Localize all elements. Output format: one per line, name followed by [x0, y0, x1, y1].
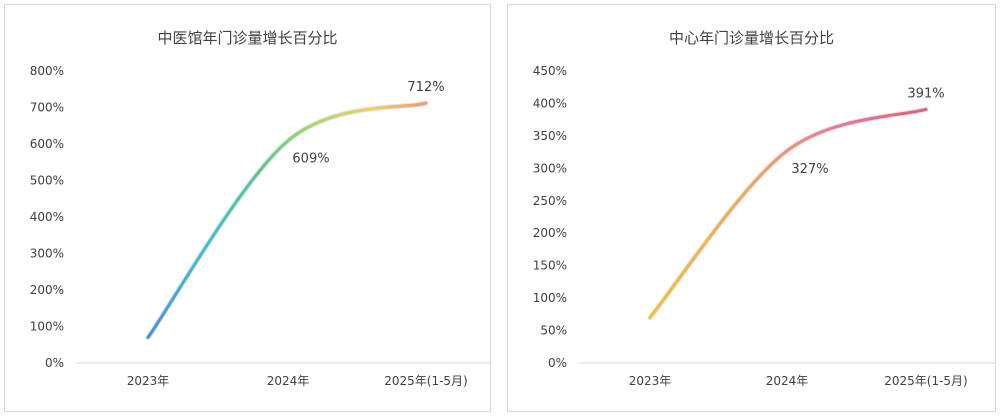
y-tick-label: 300%: [30, 247, 64, 261]
y-tick-label: 400%: [30, 210, 64, 224]
x-tick-label: 2023年: [629, 374, 672, 388]
y-tick-label: 150%: [533, 259, 567, 273]
x-tick-label: 2025年(1-5月): [384, 374, 468, 388]
y-tick-label: 450%: [533, 64, 567, 78]
y-tick-label: 800%: [30, 64, 64, 78]
series-line-shadow: [145, 100, 429, 340]
x-tick-label: 2025年(1-5月): [884, 374, 968, 388]
y-tick-label: 700%: [30, 101, 64, 115]
y-tick-label: 100%: [30, 320, 64, 334]
y-tick-label: 250%: [533, 194, 567, 208]
data-label: 609%: [292, 152, 329, 167]
series-line-shadow: [647, 106, 929, 321]
chart-left: 0% 100% 200% 300% 400% 500% 600% 700% 800% 2023年 2…: [30, 64, 491, 388]
y-tick-label: 300%: [533, 161, 567, 175]
chart-title: 中心年门诊量增长百分比: [668, 29, 834, 47]
y-tick-label: 50%: [540, 324, 567, 338]
x-tick-label: 2024年: [267, 374, 310, 388]
x-tick-label: 2024年: [766, 374, 809, 388]
y-tick-label: 200%: [533, 226, 567, 240]
y-tick-label: 500%: [30, 174, 64, 188]
y-tick-label: 100%: [533, 291, 567, 305]
y-tick-label: 600%: [30, 137, 64, 151]
chart-title: 中医馆年门诊量增长百分比: [157, 29, 338, 47]
series-line: [648, 107, 928, 320]
y-tick-label: 0%: [45, 356, 64, 370]
y-tick-label: 0%: [548, 356, 567, 370]
y-tick-label: 200%: [30, 283, 64, 297]
data-label: 391%: [907, 86, 944, 101]
x-tick-label: 2023年: [127, 374, 170, 388]
chart-panel-right: 中心年门诊量增长百分比 0% 50% 100% 150% 200% 250% 300% 350…: [507, 4, 996, 412]
chart-panel-left: 中医馆年门诊量增长百分比 0% 100% 200% 300% 400% 500% 600% 7…: [4, 4, 491, 412]
chart-right: 0% 50% 100% 150% 200% 250% 300% 350% 400% 450% 202…: [533, 64, 996, 388]
y-tick-label: 400%: [533, 96, 567, 110]
data-label: 712%: [407, 80, 444, 95]
series-line: [146, 101, 428, 339]
y-tick-label: 350%: [533, 129, 567, 143]
data-label: 327%: [791, 162, 828, 177]
